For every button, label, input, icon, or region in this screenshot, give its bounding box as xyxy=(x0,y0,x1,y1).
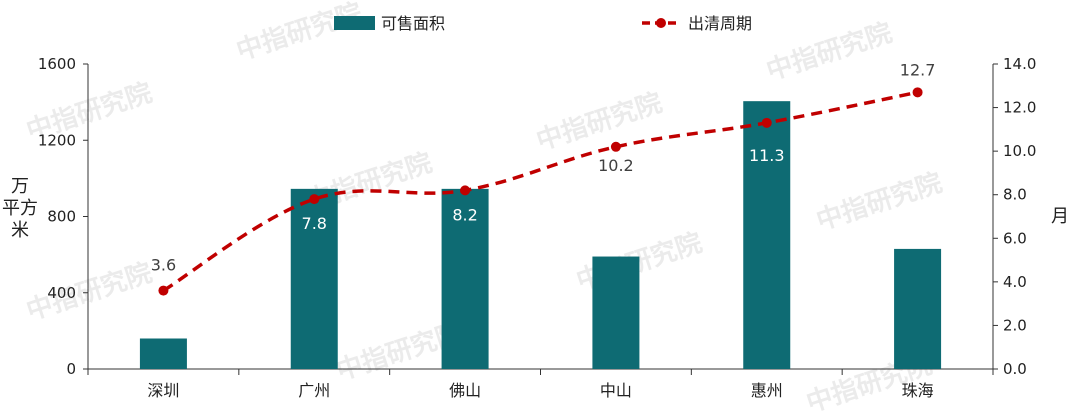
legend-label-bar: 可售面积 xyxy=(381,14,445,33)
bar-珠海 xyxy=(894,248,942,369)
line-point-广州 xyxy=(309,194,320,205)
data-label-珠海: 12.7 xyxy=(900,60,936,79)
x-category-label: 佛山 xyxy=(449,381,481,400)
right-tick-label: 8.0 xyxy=(1003,186,1027,204)
axes: 0 400 800 1200 1600 0.0 2.0 4.0 6.0 8.0 10.0 12.0 14… xyxy=(2,55,1069,400)
watermark-text: 中指研究院 xyxy=(763,17,896,87)
bar-中山 xyxy=(592,256,640,369)
x-category-label: 惠州 xyxy=(751,381,783,400)
right-tick-label: 14.0 xyxy=(1003,55,1036,73)
bar-深圳 xyxy=(139,338,187,369)
data-label-佛山: 8.2 xyxy=(452,205,477,224)
left-tick-label: 1600 xyxy=(38,55,76,73)
line-point-佛山 xyxy=(460,185,471,196)
legend-label-line: 出清周期 xyxy=(688,14,752,33)
left-tick-label: 400 xyxy=(47,284,76,302)
legend-marker-line xyxy=(656,18,666,28)
line-series: 3.6 7.8 8.2 10.2 11.3 12.7 xyxy=(151,60,936,296)
left-tick-label: 1200 xyxy=(38,131,76,149)
bar-佛山 xyxy=(441,188,489,369)
left-axis-title: 万平方米 xyxy=(2,176,38,241)
right-tick-label: 4.0 xyxy=(1003,273,1027,291)
bar-series xyxy=(139,101,942,369)
legend-swatch-bar xyxy=(334,16,375,30)
legend: 可售面积 出清周期 xyxy=(334,14,752,33)
bar-惠州 xyxy=(743,101,791,369)
x-category-label: 中山 xyxy=(600,381,632,400)
left-tick-label: 800 xyxy=(47,208,76,226)
data-label-中山: 10.2 xyxy=(598,156,634,175)
watermark-text: 中指研究院 xyxy=(23,257,156,327)
left-tick-label: 0 xyxy=(66,360,76,378)
x-category-label: 深圳 xyxy=(147,381,179,400)
data-label-深圳: 3.6 xyxy=(151,256,176,275)
data-label-广州: 7.8 xyxy=(302,214,327,233)
right-axis-title: 月 xyxy=(1051,206,1069,227)
data-label-惠州: 11.3 xyxy=(749,146,785,165)
x-category-label: 珠海 xyxy=(902,381,934,400)
line-point-深圳 xyxy=(158,285,169,296)
right-tick-label: 0.0 xyxy=(1003,360,1027,378)
line-point-惠州 xyxy=(761,117,772,128)
line-point-珠海 xyxy=(912,87,923,98)
right-tick-label: 6.0 xyxy=(1003,229,1027,247)
watermark-text: 中指研究院 xyxy=(813,167,946,237)
watermark-text: 中指研究院 xyxy=(533,87,666,157)
right-tick-label: 2.0 xyxy=(1003,316,1027,334)
line-point-中山 xyxy=(610,141,621,152)
bar-广州 xyxy=(290,188,338,369)
right-tick-label: 10.0 xyxy=(1003,142,1036,160)
line-path-clearance-cycle xyxy=(162,90,918,293)
watermark-text: 中指研究院 xyxy=(233,0,366,67)
right-tick-label: 12.0 xyxy=(1003,99,1036,117)
x-category-label: 广州 xyxy=(298,381,330,400)
